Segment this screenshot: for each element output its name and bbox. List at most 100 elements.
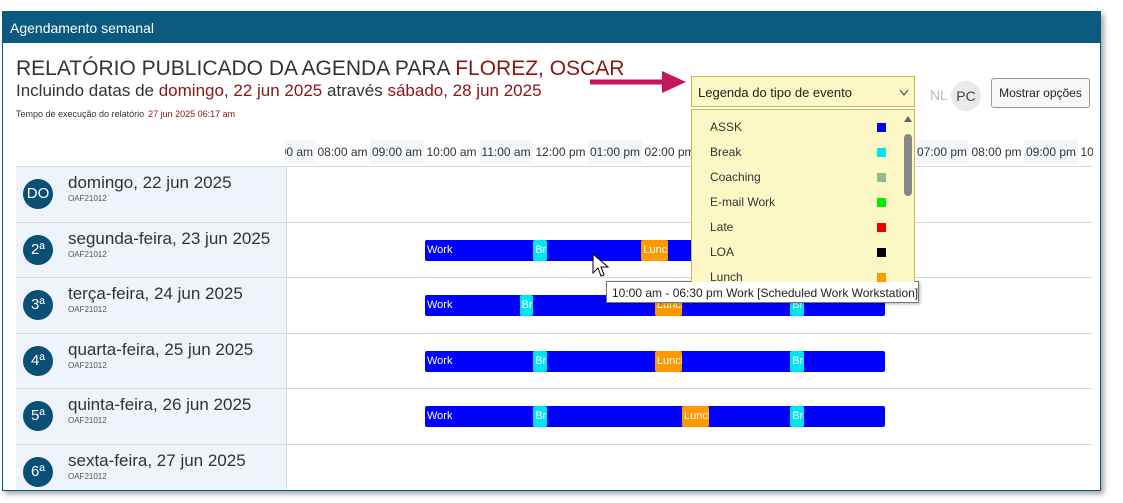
schedule-row: DO domingo, 22 jun 2025 OAF21012: [16, 166, 1092, 222]
date-range: Incluindo datas de domingo, 22 jun 2025 …: [16, 81, 542, 101]
legend-item-label: Late: [710, 220, 734, 234]
hour-label: 10:00 am: [426, 145, 477, 159]
date-range-end: sábado, 28 jun 2025: [387, 81, 542, 100]
event-bar-break[interactable]: Break: [790, 350, 804, 372]
legend-item-label: Break: [710, 145, 742, 159]
legend-scrollbar[interactable]: [902, 112, 913, 280]
chevron-down-icon: [899, 89, 909, 97]
event-bar-break[interactable]: Break: [533, 239, 547, 261]
legend-list: Lunch LOA Late E-mail Work Coaching Break ASSK: [691, 109, 915, 282]
legend-item-label: Lunch: [710, 270, 743, 282]
event-bar-lunch[interactable]: Lunch: [681, 406, 710, 427]
nl-label: NL: [930, 87, 948, 103]
event-type-legend-dropdown[interactable]: Legenda do tipo de evento: [691, 76, 915, 107]
legend-dropdown-label: Legenda do tipo de evento: [698, 85, 852, 100]
employee-name: FLOREZ, OSCAR: [455, 57, 625, 80]
schedule-row: 5ª quinta-feira, 26 jun 2025 OAF21012 Work B…: [16, 388, 1092, 444]
show-options-button[interactable]: Mostrar opções: [991, 78, 1090, 108]
day-cell: 6ª sexta-feira, 27 jun 2025 OAF21012: [16, 444, 287, 490]
hour-label: 07:00 pm: [915, 140, 969, 164]
day-name: segunda-feira, 23 jun 2025: [68, 228, 271, 248]
event-tooltip: 10:00 am - 06:30 pm Work [Scheduled Work…: [606, 281, 919, 303]
legend-item[interactable]: Late: [710, 217, 886, 237]
day-cell: 2ª segunda-feira, 23 jun 2025 OAF21012: [16, 222, 287, 278]
day-code: OAF21012: [68, 249, 107, 259]
scrollbar-thumb[interactable]: [904, 134, 912, 196]
page-title-prefix: RELATÓRIO PUBLICADO DA AGENDA PARA: [16, 57, 456, 80]
date-range-start: domingo, 22 jun 2025: [158, 81, 323, 100]
legend-swatch: [877, 148, 886, 157]
hour-label: 02:00 pm: [644, 145, 695, 159]
hour-label: 11:00 am: [479, 140, 533, 164]
schedule-row: 3ª terça-feira, 24 jun 2025 OAF21012 Work Br…: [16, 277, 1092, 333]
window-title: Agendamento semanal: [3, 12, 1100, 43]
schedule-row: 4ª quarta-feira, 25 jun 2025 OAF21012 Work B…: [16, 332, 1092, 389]
event-bar-break[interactable]: Break: [519, 295, 534, 316]
day-code: OAF21012: [68, 194, 107, 203]
day-name: domingo, 22 jun 2025: [68, 173, 232, 192]
day-code: OAF21012: [68, 360, 107, 370]
event-bar-break[interactable]: Break: [790, 406, 804, 427]
legend-item[interactable]: LOA: [710, 242, 886, 262]
mouse-cursor-icon: [592, 253, 610, 277]
report-runtime: Tempo de execução do relatório 27 jun 202…: [16, 109, 235, 119]
legend-item[interactable]: Lunch: [710, 267, 886, 282]
hour-label: 09:00 am: [370, 140, 424, 164]
hour-label: 08:00 pm: [971, 145, 1022, 159]
runtime-value: 27 jun 2025 06:17 am: [148, 109, 236, 119]
hour-label: 09:00 pm: [1024, 140, 1078, 164]
event-bar-work[interactable]: Work: [425, 406, 885, 427]
day-cell: 4ª quarta-feira, 25 jun 2025 OAF21012: [16, 333, 287, 389]
hour-label: 01:00 pm: [588, 140, 642, 164]
scroll-up-icon[interactable]: [904, 116, 912, 122]
legend-swatch: [877, 223, 886, 232]
legend-swatch: [877, 248, 886, 257]
legend-item-label: ASSK: [710, 120, 743, 134]
legend-item-label: LOA: [710, 245, 735, 259]
day-badge: 2ª: [23, 234, 53, 265]
legend-item[interactable]: ASSK: [710, 117, 886, 137]
day-cell: 5ª quinta-feira, 26 jun 2025 OAF21012: [16, 389, 287, 444]
day-badge: 3ª: [23, 290, 53, 320]
day-badge: 6ª: [23, 456, 53, 487]
day-cell: 3ª terça-feira, 24 jun 2025 OAF21012: [16, 278, 287, 333]
legend-item[interactable]: Break: [710, 142, 886, 162]
date-range-mid: através: [322, 81, 388, 100]
legend-item-label: E-mail Work: [710, 195, 776, 209]
pink-arrow-icon: [590, 71, 686, 93]
day-name: quarta-feira, 25 jun 2025: [68, 339, 254, 359]
event-bar-break[interactable]: Break: [533, 406, 547, 427]
runtime-label: Tempo de execução do relatório: [16, 109, 145, 119]
day-code: OAF21012: [68, 416, 107, 425]
hour-label: 08:00 am: [317, 145, 368, 159]
day-name: sexta-feira, 27 jun 2025: [68, 450, 246, 470]
weekly-schedule-window: Agendamento semanal RELATÓRIO PUBLICADO …: [2, 11, 1101, 491]
legend-swatch: [877, 123, 886, 132]
hour-label: 07:00 am: [285, 140, 315, 164]
event-bar-lunch[interactable]: Lunch: [641, 239, 669, 261]
schedule-row: 2ª segunda-feira, 23 jun 2025 OAF21012 Work…: [16, 221, 1092, 278]
day-badge: 4ª: [23, 345, 53, 376]
legend-swatch: [877, 198, 886, 207]
schedule-row: 6ª sexta-feira, 27 jun 2025 OAF21012: [16, 443, 1092, 490]
event-bar-lunch[interactable]: Lunch: [654, 350, 682, 372]
day-code: OAF21012: [68, 471, 107, 481]
pc-avatar[interactable]: PC: [951, 81, 981, 111]
legend-swatch: [877, 173, 886, 182]
day-badge: DO: [23, 179, 53, 209]
day-name: quinta-feira, 26 jun 2025: [68, 395, 252, 414]
legend-item-label: Coaching: [710, 170, 761, 184]
event-bar-break[interactable]: Break: [533, 350, 547, 372]
schedule-grid: DO domingo, 22 jun 2025 OAF21012 2ª segunda-…: [16, 166, 1092, 490]
legend-swatch: [877, 273, 886, 282]
day-name: terça-feira, 24 jun 2025: [68, 284, 243, 303]
legend-item[interactable]: Coaching: [710, 167, 886, 187]
day-cell: DO domingo, 22 jun 2025 OAF21012: [16, 167, 287, 222]
date-range-prefix: Incluindo datas de: [16, 81, 159, 100]
day-code: OAF21012: [68, 305, 107, 314]
day-badge: 5ª: [23, 401, 53, 431]
legend-item[interactable]: E-mail Work: [710, 192, 886, 212]
hour-label: 10:00 pm: [1080, 145, 1093, 159]
hour-label: 12:00 pm: [535, 145, 586, 159]
